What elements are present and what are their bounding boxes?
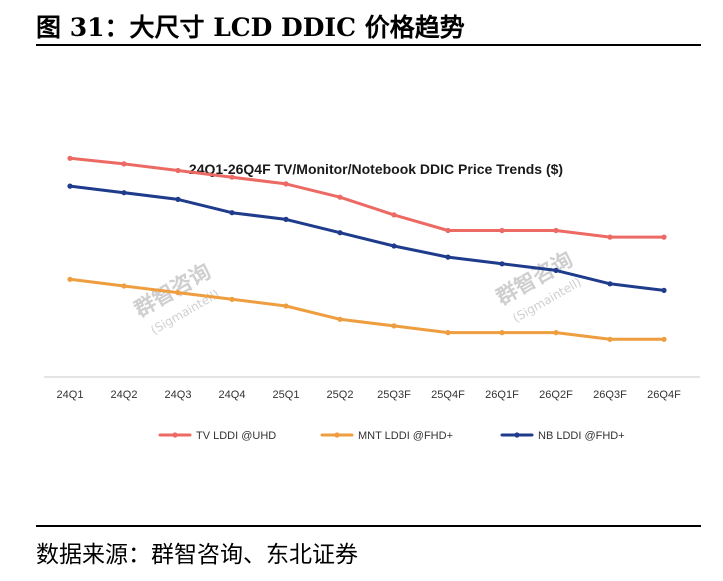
data-point-tv [607, 234, 613, 240]
series-line-tv [68, 156, 666, 239]
data-point-tv [121, 161, 127, 167]
data-point-nb [607, 281, 613, 287]
data-point-mnt [67, 276, 73, 282]
data-point-mnt [499, 330, 505, 336]
data-point-mnt [607, 336, 613, 342]
data-point-tv [661, 234, 667, 240]
bottom-rule [36, 525, 701, 527]
legend-marker [334, 432, 340, 438]
x-tick-label: 25Q1 [273, 389, 300, 401]
figure-title: 图 31：大尺寸 LCD DDIC 价格趋势 [36, 13, 465, 42]
x-tick-label: 26Q4F [647, 389, 681, 401]
data-point-tv [445, 227, 451, 234]
series-mnt [67, 276, 667, 342]
series-tv [67, 155, 667, 240]
x-tick-labels: 24Q1 24Q2 24Q3 24Q4 25Q1 25Q2 25Q3F 25Q4F 26Q1F 2… [57, 389, 682, 401]
data-point-nb [175, 196, 181, 202]
data-point-tv [283, 181, 289, 187]
data-point-nb [121, 190, 127, 196]
data-point-nb [499, 261, 505, 267]
x-tick-label: 24Q4 [219, 389, 246, 401]
top-rule [36, 44, 701, 46]
legend-item-nb: NB LDDI @FHD+ [500, 430, 625, 442]
legend-label: MNT LDDI @FHD+ [358, 430, 453, 442]
data-point-tv [229, 174, 235, 180]
x-tick-label: 25Q4F [431, 389, 465, 401]
data-point-mnt [553, 330, 559, 336]
data-point-tv [175, 167, 181, 174]
legend: TV LDDI @UHD MNT LDDI @FHD+ NB LDDI @FHD+ [158, 430, 625, 442]
series-line-mnt [68, 277, 666, 341]
x-tick-label: 26Q1F [485, 389, 519, 401]
x-tick-label: 26Q3F [593, 389, 627, 401]
series-line-nb [68, 184, 666, 292]
legend-item-mnt: MNT LDDI @FHD+ [320, 430, 453, 442]
x-tick-label: 24Q1 [57, 389, 84, 401]
data-point-nb [661, 287, 667, 293]
legend-marker [172, 432, 178, 438]
data-point-tv [67, 155, 73, 161]
data-point-mnt [229, 296, 235, 302]
x-tick-label: 26Q2F [539, 389, 573, 401]
legend-marker [514, 432, 520, 438]
legend-label: TV LDDI @UHD [196, 430, 276, 442]
data-point-mnt [445, 330, 451, 336]
legend-item-tv: TV LDDI @UHD [158, 430, 276, 442]
data-point-nb [391, 243, 397, 249]
data-point-nb [337, 230, 343, 236]
data-point-tv [337, 194, 343, 200]
data-point-tv [391, 212, 397, 218]
legend-label: NB LDDI @FHD+ [538, 430, 625, 442]
data-point-mnt [661, 336, 667, 342]
watermark-right: 群智咨询 (Sigmaintell) [492, 247, 584, 325]
x-tick-label: 24Q3 [165, 389, 192, 401]
x-tick-label: 24Q2 [111, 389, 138, 401]
data-point-nb [445, 254, 451, 260]
data-point-nb [553, 267, 559, 273]
chart-title: 24Q1-26Q4F TV/Monitor/Notebook DDIC Pric… [189, 161, 563, 177]
series-layer [67, 155, 667, 342]
data-point-mnt [337, 316, 343, 322]
data-point-nb [67, 183, 73, 189]
data-point-tv [553, 227, 559, 234]
data-point-mnt [121, 283, 127, 289]
data-point-nb [229, 210, 235, 216]
watermark-layer: 群智咨询 (Sigmaintell) 群智咨询 (Sigmaintell) [130, 247, 584, 337]
chart: 24Q1-26Q4F TV/Monitor/Notebook DDIC Pric… [44, 155, 700, 442]
series-nb [67, 183, 667, 293]
data-point-tv [499, 227, 505, 234]
x-tick-label: 25Q3F [377, 389, 411, 401]
data-point-mnt [391, 323, 397, 329]
source-note: 数据来源：群智咨询、东北证券 [36, 542, 358, 568]
data-point-mnt [175, 290, 181, 296]
data-point-nb [283, 216, 289, 222]
watermark-left: 群智咨询 (Sigmaintell) [130, 259, 222, 337]
x-tick-label: 25Q2 [327, 389, 354, 401]
data-point-mnt [283, 303, 289, 309]
